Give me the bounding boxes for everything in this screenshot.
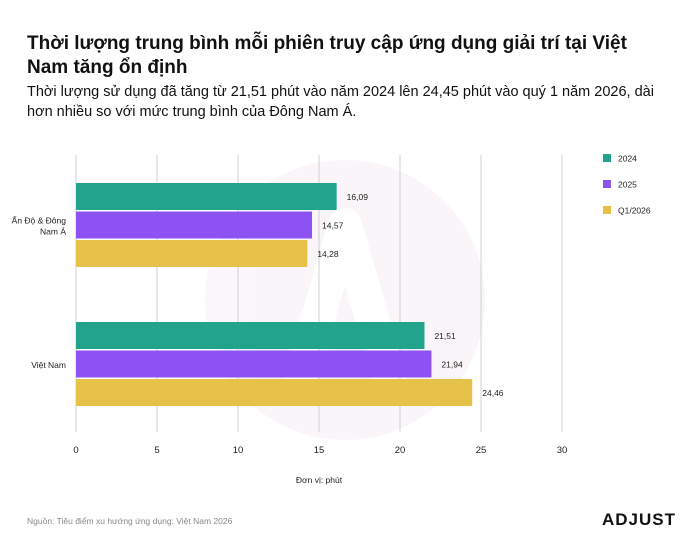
bar-value-label: 24,46: [482, 388, 504, 398]
legend-label: 2025: [618, 180, 637, 190]
source-note: Nguồn: Tiêu điểm xu hướng ứng dụng: Việt…: [27, 516, 233, 526]
legend-swatch: [603, 180, 611, 188]
y-category-label: Ấn Độ & Đông: [12, 215, 67, 225]
bar-value-label: 21,51: [434, 331, 456, 341]
x-tick-label: 20: [395, 445, 406, 456]
legend-swatch: [603, 154, 611, 162]
y-category-label: Nam Á: [40, 226, 66, 236]
bar-2025-1: [76, 350, 432, 378]
legend-swatch: [603, 206, 611, 214]
x-axis-label: Đơn vị: phút: [296, 475, 343, 485]
chart-subtitle: Thời lượng sử dụng đã tăng từ 21,51 phút…: [27, 84, 654, 120]
bar-2024-1: [76, 322, 425, 349]
bar-2024-0: [76, 183, 337, 210]
x-tick-label: 25: [476, 445, 487, 456]
bar-Q1-2026-0: [76, 240, 308, 267]
bar-2025-0: [76, 211, 313, 239]
bar-Q1-2026-1: [76, 379, 473, 406]
bar-value-label: 14,57: [322, 221, 344, 231]
x-tick-label: 5: [154, 445, 159, 456]
bar-value-label: 21,94: [441, 360, 463, 370]
adjust-logo: ADJUST: [602, 510, 677, 529]
legend-label: Q1/2026: [618, 206, 651, 216]
legend-label: 2024: [618, 154, 637, 164]
y-category-label: Việt Nam: [31, 360, 66, 370]
x-tick-label: 10: [233, 445, 244, 456]
x-tick-label: 0: [73, 445, 78, 456]
x-tick-label: 15: [314, 445, 325, 456]
x-tick-label: 30: [557, 445, 568, 456]
chart-title: Thời lượng trung bình mỗi phiên truy cập…: [27, 33, 627, 78]
bar-value-label: 14,28: [317, 249, 339, 259]
bar-value-label: 16,09: [347, 192, 369, 202]
